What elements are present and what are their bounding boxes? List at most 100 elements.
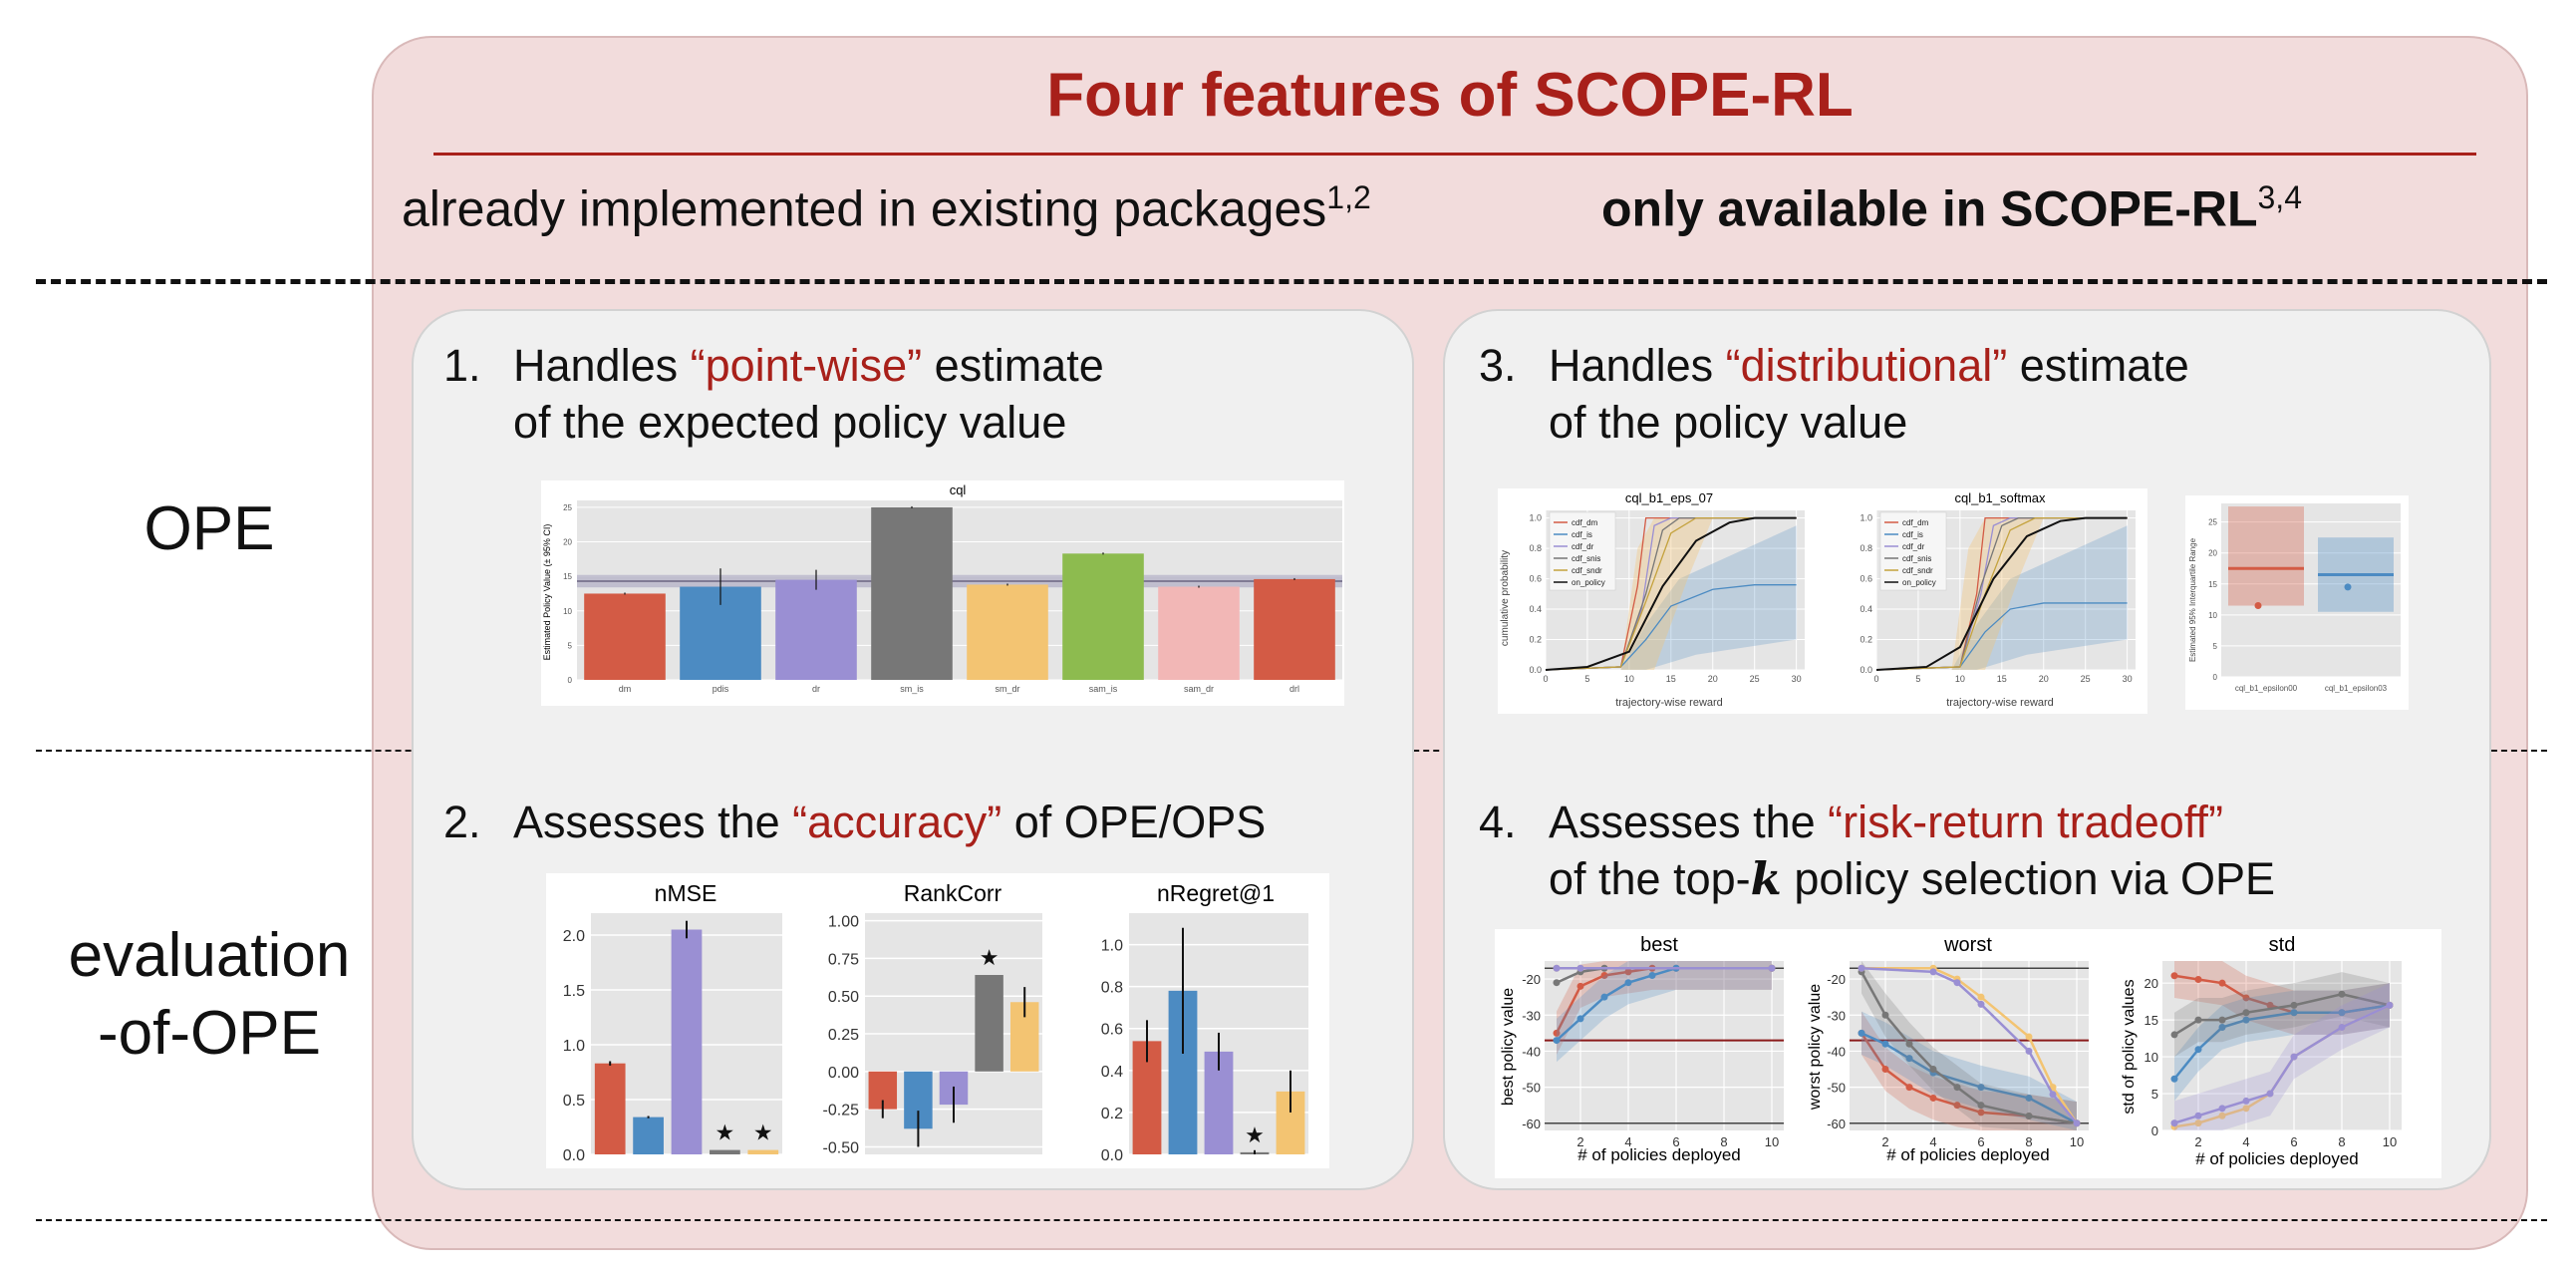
chart-best-xtick: 8 [1720,1134,1727,1149]
column-header-right-footnote: 3,4 [2257,179,2302,215]
chart-ops-accuracy: nMSE RankCorr nRegret@1 0.0 0.5 1.0 1.5 2.0 ★… [563,880,1308,1164]
chart-worst-point [2049,1091,2057,1099]
chart-cql-bar [775,579,857,680]
feature-1-line2: of the expected policy value [513,397,1067,448]
chart-std-point [2218,979,2226,987]
chart-std-title: std [2269,934,2296,956]
chart-rankcorr-ytick: -0.50 [823,1139,860,1156]
chart-best-band [1557,961,1772,1063]
chart-cdf1-ylabel: cumulative probability [1500,550,1511,646]
feature-4-number: 4. [1479,797,1517,847]
chart-std-point [2386,1001,2394,1009]
chart-std-point [2194,1046,2202,1054]
chart-cql-ylabel: Estimated Policy Value (± 95% CI) [542,524,552,661]
chart-std-point [2170,972,2178,980]
chart-std-ytick: 10 [2145,1050,2158,1065]
chart-best-ytick: -40 [1522,1044,1541,1059]
chart-iqr-ytick: 15 [2208,580,2217,589]
chart-nregret-ytick: 0.0 [1101,1147,1123,1164]
chart-best-ytick: -20 [1522,972,1541,987]
feature-2-number: 2. [443,797,481,847]
chart-cdf1-xtick: 25 [1750,674,1760,684]
column-header-left: already implemented in existing packages… [402,179,1371,238]
chart-worst-xtick: 6 [1977,1134,1984,1149]
header-divider [36,279,2547,284]
chart-std-point [2170,1031,2178,1039]
chart-rankcorr-ytick: 1.00 [828,914,859,931]
feature-3-number: 3. [1479,340,1517,391]
chart-cdf2-legend-label: cdf_dr [1902,542,1925,551]
chart-cql-bar [967,584,1048,680]
chart-std-point [2242,1105,2250,1113]
chart-worst-band [1861,1011,2077,1130]
feature-3-pre: Handles [1549,340,1726,391]
chart-best-point [1553,1029,1561,1037]
chart-worst-point [1905,1055,1913,1063]
chart-cql-xtick: sm_is [900,684,924,694]
chart-cql-bar [1254,578,1335,680]
chart-std-ytick: 5 [2151,1087,2158,1102]
chart-best-title: best [1640,934,1678,956]
chart-cdf1-ytick: 0.4 [1529,604,1542,614]
chart-worst-point [1929,968,1937,976]
chart-best-point [1553,1037,1561,1045]
chart-cdf1-xtick: 10 [1624,674,1634,684]
chart-cdf2-ytick: 1.0 [1860,513,1872,523]
chart-cdf1-legend-label: cdf_dr [1572,542,1594,551]
chart-cdf2-ytick: 0.0 [1860,665,1872,675]
chart-nmse-ytick: 2.0 [563,928,585,945]
feature-4-line2-pre: of the top- [1549,853,1751,904]
chart-std-band [2174,972,2390,1058]
chart-worst-point [2025,1113,2033,1120]
chart-topk: best worst std # of policies deployed # … [1500,934,2402,1168]
chart-worst-point [1953,979,1961,987]
chart-best-xtick: 4 [1624,1134,1631,1149]
chart-std-xtick: 4 [2242,1134,2249,1149]
chart-std-point [2338,1009,2346,1017]
chart-iqr-xtick: cql_b1_epsilon03 [2325,684,2388,693]
chart-nmse-best-star: ★ [753,1120,773,1145]
chart-worst-ytick: -50 [1827,1081,1846,1096]
chart-cql-xtick: sam_is [1089,684,1118,694]
chart-std-point [2266,1001,2274,1009]
chart-cql-bar [584,593,666,680]
chart-iqr-ytick: 25 [2208,518,2217,527]
chart-best-xlabel: # of policies deployed [1577,1145,1741,1164]
chart-cdf1-band [1620,517,1713,670]
chart-cdf2-xtick: 15 [1997,674,2007,684]
chart-cdf2-legend-label: on_policy [1902,578,1936,587]
chart-rankcorr-ytick: 0.75 [828,951,859,968]
chart-rankcorr-ytick: 0.50 [828,989,859,1006]
chart-cql-xtick: drl [1289,684,1299,694]
chart-best-point [1553,964,1561,972]
feature-4: 4. Assesses the “risk-return tradeoff” of… [1479,794,2275,907]
chart-best-point [1768,964,1776,972]
chart-std-xlabel: # of policies deployed [2195,1149,2359,1168]
chart-worst-ytick: -20 [1827,972,1846,987]
feature-2-pre: Assesses the [513,797,793,847]
column-header-right-text: only available in SCOPE-RL [1601,180,2258,237]
chart-cql-bar [1062,553,1144,680]
chart-best-point [1600,971,1608,979]
chart-cql-ytick: 25 [563,503,572,512]
chart-cdf2-ytick: 0.4 [1860,604,1872,614]
chart-worst-point [1881,1040,1889,1048]
chart-std-point [2290,1009,2298,1017]
feature-4-pre: Assesses the [1549,797,1829,847]
chart-cdf1-xtick: 0 [1543,674,1548,684]
chart-nmse-ytick: 0.5 [563,1093,585,1110]
chart-std-ylabel: std of policy values [2121,979,2138,1114]
feature-1-number: 1. [443,340,481,391]
chart-cdf2-legend-label: cdf_is [1902,530,1923,539]
chart-worst-point [1977,1000,1985,1008]
chart-cdf2-ytick: 0.6 [1860,574,1872,584]
chart-cdf1-xtick: 5 [1584,674,1589,684]
chart-cdf1-xtick: 15 [1666,674,1676,684]
chart-best-point [1600,993,1608,1001]
feature-3-post: estimate [2007,340,2189,391]
column-header-left-text: already implemented in existing packages [402,180,1327,237]
chart-iqr-ytick: 20 [2208,549,2217,558]
chart-std-point [2338,1024,2346,1032]
chart-cdf1-ytick: 0.8 [1529,543,1542,553]
chart-worst-band [1861,1011,2077,1130]
